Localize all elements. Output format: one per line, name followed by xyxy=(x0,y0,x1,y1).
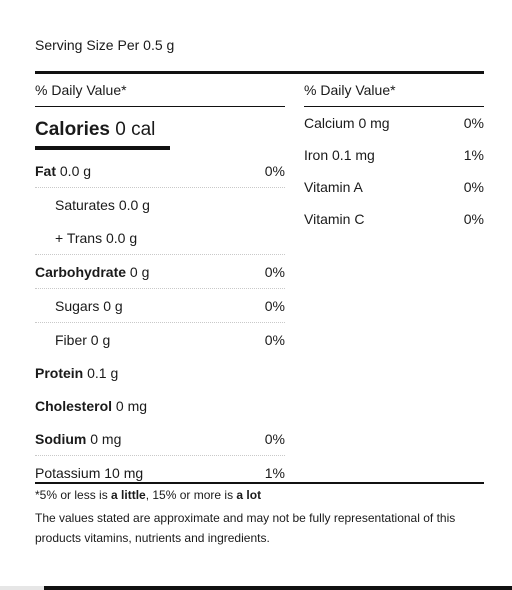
nutrient-percent: 0% xyxy=(264,430,285,447)
vitamin-percent: 0% xyxy=(463,211,484,227)
vitamin-percent: 0% xyxy=(463,115,484,131)
nutrient-row-fiber: Fiber 0 g 0% xyxy=(35,323,285,356)
nutrient-percent: 0% xyxy=(264,331,285,348)
calories-value: 0 cal xyxy=(115,119,156,140)
nutrient-row-trans: + Trans 0.0 g xyxy=(35,221,285,255)
nutrient-row-fat: Fat 0.0 g 0% xyxy=(35,154,285,188)
nutrient-amount: 0.1 g xyxy=(87,364,119,381)
top-rule xyxy=(35,71,484,74)
daily-value-header-right: % Daily Value* xyxy=(304,74,484,107)
nutrient-row-carbohydrate: Carbohydrate 0 g 0% xyxy=(35,255,285,289)
nutrient-name: Sugars xyxy=(55,297,100,314)
nutrient-row-saturates: Saturates 0.0 g xyxy=(35,188,285,221)
page-bar xyxy=(44,586,512,590)
vitamin-label: Vitamin A xyxy=(304,179,363,195)
nutrient-amount: 0 mg xyxy=(115,397,148,414)
nutrient-name: Potassium xyxy=(35,464,101,481)
disclaimer-text: The values stated are approximate and ma… xyxy=(35,511,456,545)
calories-rule xyxy=(35,146,170,150)
nutrient-row-sugars: Sugars 0 g 0% xyxy=(35,289,285,323)
nutrient-amount: 0 g xyxy=(90,331,111,348)
vitamin-row-iron: Iron 0.1 mg 1% xyxy=(304,139,484,171)
nutrient-row-sodium: Sodium 0 mg 0% xyxy=(35,422,285,456)
vitamin-label: Calcium 0 mg xyxy=(304,115,390,131)
nutrient-name: Cholesterol xyxy=(35,397,113,414)
vitamin-percent: 0% xyxy=(463,179,484,195)
nutrition-left-column: % Daily Value* Calories 0 cal Fat 0.0 g … xyxy=(35,74,285,489)
nutrient-name: Protein xyxy=(35,364,84,381)
nutrient-amount: 10 mg xyxy=(104,464,144,481)
serving-size: Serving Size Per 0.5 g xyxy=(35,37,175,53)
vitamin-label: Iron 0.1 mg xyxy=(304,147,375,163)
calories-label: Calories xyxy=(35,119,110,140)
nutrient-row-potassium: Potassium 10 mg 1% xyxy=(35,456,285,489)
vitamin-row-calcium: Calcium 0 mg 0% xyxy=(304,107,484,139)
calories-row: Calories 0 cal xyxy=(35,114,285,146)
vitamin-percent: 1% xyxy=(463,147,484,163)
bottom-rule xyxy=(35,482,484,484)
nutrient-name: Saturates xyxy=(55,196,115,213)
nutrient-amount: 0.0 g xyxy=(59,162,92,179)
nutrient-row-protein: Protein 0.1 g xyxy=(35,356,285,389)
nutrient-row-cholesterol: Cholesterol 0 mg xyxy=(35,389,285,422)
daily-value-header-left: % Daily Value* xyxy=(35,74,285,107)
nutrient-name: + Trans xyxy=(55,229,103,246)
nutrient-percent: 1% xyxy=(264,464,285,481)
nutrient-amount: 0 g xyxy=(103,297,123,314)
nutrient-amount: 0 g xyxy=(129,263,150,280)
nutrient-name: Sodium xyxy=(35,430,87,447)
nutrient-name: Fat xyxy=(35,162,56,179)
nutrient-percent: 0% xyxy=(264,263,285,280)
vitamin-row-vitamin-c: Vitamin C 0% xyxy=(304,203,484,235)
vitamin-label: Vitamin C xyxy=(304,211,365,227)
vitamin-row-vitamin-a: Vitamin A 0% xyxy=(304,171,484,203)
nutrient-name: Fiber xyxy=(55,331,87,348)
nutrient-percent: 0% xyxy=(264,162,285,179)
nutrient-name: Carbohydrate xyxy=(35,263,127,280)
nutrient-percent: 0% xyxy=(264,297,285,314)
daily-value-footnote: *5% or less is a little, 15% or more is … xyxy=(35,488,262,502)
nutrient-amount: 0.0 g xyxy=(105,229,138,246)
nutrient-amount: 0 mg xyxy=(90,430,122,447)
nutrition-right-column: % Daily Value* Calcium 0 mg 0% Iron 0.1 … xyxy=(304,74,484,235)
nutrient-amount: 0.0 g xyxy=(118,196,150,213)
page-bar-left xyxy=(0,586,44,590)
